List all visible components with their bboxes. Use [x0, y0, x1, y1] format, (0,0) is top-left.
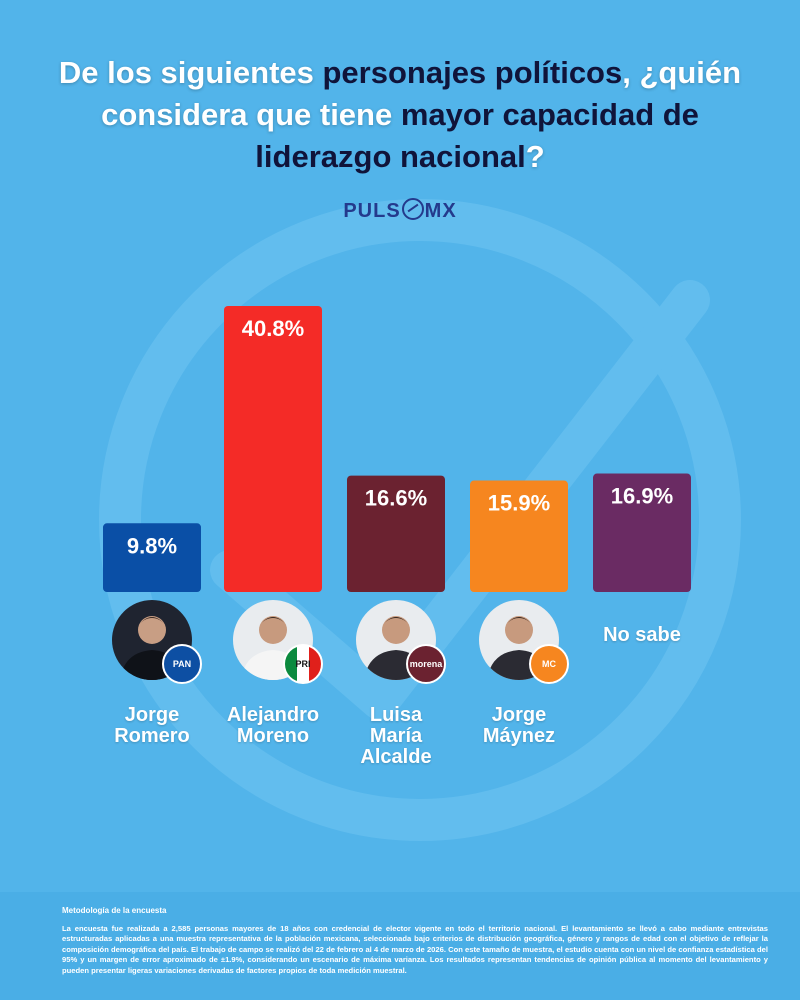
candidate-name-4: Jorge Máynez [444, 705, 594, 747]
page-title: De los siguientes personajes políticos, … [40, 52, 760, 178]
footer [0, 892, 800, 1000]
candidate-name-5: No sabe [567, 625, 717, 646]
bar-value-label-4: 15.9% [488, 491, 550, 516]
party-badge-morena-icon: morena [406, 644, 446, 684]
party-badge-pri-icon: PRI [283, 644, 323, 684]
candidate-name-line: Máynez [482, 725, 556, 747]
candidate-name-line: Moreno [236, 725, 310, 747]
bar-3 [347, 475, 445, 592]
party-badge-pan-icon: PAN [162, 644, 202, 684]
bar-2 [224, 306, 322, 592]
candidate-name-2: Alejandro Moreno [198, 705, 348, 747]
logo-mark-icon [401, 198, 424, 220]
bar-chart: 9.8% 40.8% 16.6% 15.9% 16.9% [103, 306, 691, 592]
bar-value-label-3: 16.6% [365, 486, 427, 511]
candidate-name-1: Jorge Romero [77, 705, 227, 747]
candidate-name-line: Alejandro [226, 704, 320, 726]
candidate-name-line: Luisa [369, 704, 423, 726]
brand-logo: PULS MX [0, 198, 800, 223]
methodology-text: La encuesta fue realizada a 2,585 person… [62, 924, 768, 975]
candidate-name-line: Jorge [491, 704, 547, 726]
title-text-3: ? [525, 139, 545, 174]
candidate-name-line: Jorge [124, 704, 180, 726]
bar-4 [470, 480, 568, 592]
bar-value-label-2: 40.8% [242, 316, 304, 341]
title-highlight-2: mayor capacidad de liderazgo nacional [255, 97, 699, 174]
bar-5 [593, 473, 691, 592]
party-badge-mc-icon: MC [529, 644, 569, 684]
bar-value-label-5: 16.9% [611, 484, 673, 509]
candidate-name-line: No sabe [603, 624, 681, 646]
candidate-name-line: Alcalde [360, 746, 432, 768]
title-text-2: , ¿quién considera que tiene [101, 55, 742, 132]
bar-1 [103, 523, 201, 592]
candidate-name-line: Romero [114, 725, 190, 747]
logo-text-left: PULS [343, 200, 401, 222]
title-highlight-1: personajes políticos [322, 55, 623, 90]
title-text-1: De los siguientes [58, 55, 323, 90]
logo-text-right: MX [424, 200, 457, 222]
methodology-title: Metodología de la encuesta [62, 906, 167, 915]
candidate-name-3: Luisa María Alcalde [321, 705, 471, 768]
candidate-name-line: María [369, 725, 423, 747]
bar-value-label-1: 9.8% [127, 533, 177, 558]
